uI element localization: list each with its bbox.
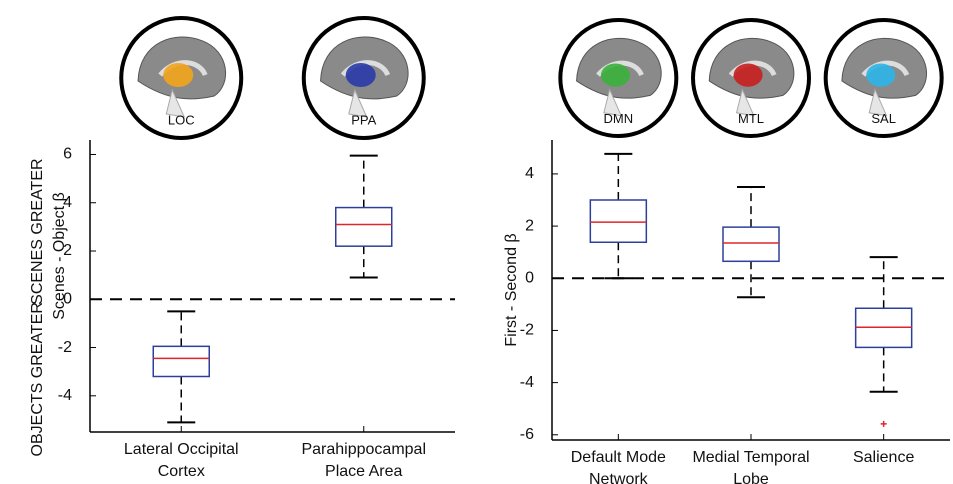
y-axis-label: Scenes - Object β	[51, 192, 68, 319]
region-label: LOC	[168, 113, 195, 128]
brainstem	[735, 88, 755, 117]
x-tick-label-line: Salience	[853, 449, 914, 466]
y-axis-label: First - Second β	[503, 233, 520, 346]
y-tick-label: 2	[63, 242, 72, 259]
region-highlight	[600, 63, 630, 87]
brainstem	[868, 88, 888, 117]
region-label: PPA	[351, 113, 376, 128]
outlier	[880, 420, 887, 427]
y-tick-label: -6	[520, 426, 534, 443]
x-tick-label-line: Network	[589, 471, 649, 484]
x-tick-label: Lateral Occipital Cortex	[124, 441, 239, 480]
box	[589, 199, 648, 244]
x-tick-label-line: Parahippocampal	[301, 441, 426, 458]
x-tick-label-line: Default Mode	[571, 449, 666, 466]
box	[722, 226, 780, 263]
region-highlight	[733, 63, 763, 87]
x-tick-label: Medial Temporal Lobe	[692, 449, 809, 484]
y-tick-label: -4	[520, 374, 534, 391]
side-label: OBJECTS GREATER	[29, 302, 46, 456]
box	[335, 206, 393, 247]
region-highlight	[345, 63, 376, 87]
box	[152, 345, 210, 378]
region-highlight	[163, 63, 194, 87]
y-tick-label: 0	[63, 290, 72, 307]
y-tick-label: -4	[58, 387, 72, 404]
x-tick-label: Salience	[853, 449, 914, 466]
y-tick-label: -2	[520, 322, 534, 339]
brainstem	[165, 88, 186, 118]
y-tick-label: 0	[525, 269, 534, 286]
region-label: SAL	[871, 111, 896, 126]
y-tick-label: 4	[525, 165, 534, 182]
brainstem	[348, 88, 368, 118]
x-tick-label-line: Lateral Occipital	[124, 441, 239, 458]
side-label: SCENES GREATER	[29, 158, 46, 304]
y-tick-label: 6	[63, 146, 72, 163]
x-tick-label: Parahippocampal Place Area	[301, 441, 426, 480]
x-tick-label: Default Mode Network	[571, 449, 666, 484]
brainstem	[603, 88, 623, 117]
x-tick-label-line: Lobe	[733, 471, 769, 484]
x-tick-label-line: Place Area	[325, 463, 402, 480]
region-highlight	[866, 63, 896, 87]
x-tick-label-line: Cortex	[158, 463, 205, 480]
x-tick-label-line: Medial Temporal	[692, 449, 809, 466]
y-tick-label: 4	[63, 194, 72, 211]
y-tick-label: -2	[58, 339, 72, 356]
region-label: MTL	[738, 111, 764, 126]
y-tick-label: 2	[525, 217, 534, 234]
region-label: DMN	[604, 111, 634, 126]
